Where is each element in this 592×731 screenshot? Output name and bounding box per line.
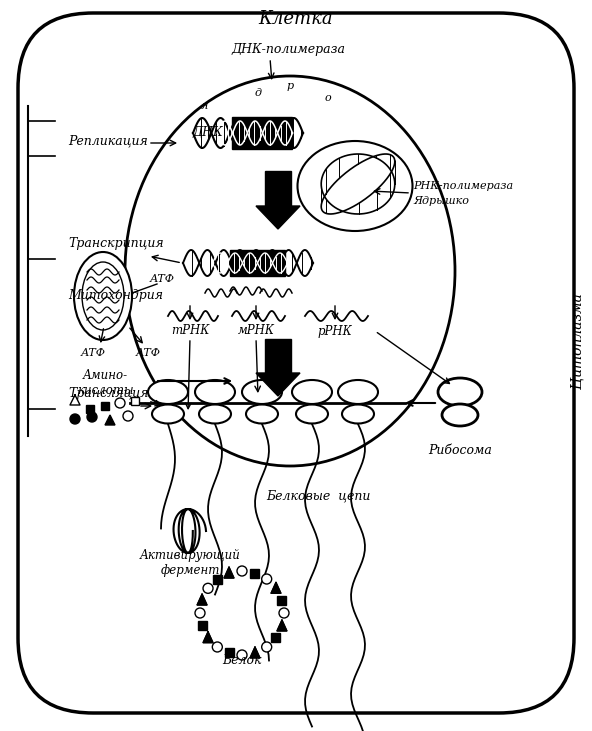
Ellipse shape xyxy=(342,404,374,423)
Polygon shape xyxy=(250,647,260,658)
Text: Репликация: Репликация xyxy=(68,135,148,148)
FancyBboxPatch shape xyxy=(18,13,574,713)
Text: рРНК: рРНК xyxy=(318,325,352,338)
Ellipse shape xyxy=(438,378,482,406)
Text: Рибосома: Рибосома xyxy=(428,444,492,458)
Circle shape xyxy=(203,583,213,594)
Bar xyxy=(131,397,139,405)
Bar xyxy=(198,621,207,630)
Circle shape xyxy=(70,414,80,424)
Text: р: р xyxy=(287,81,294,91)
Ellipse shape xyxy=(292,380,332,404)
Ellipse shape xyxy=(125,76,455,466)
Text: Транскрипция: Транскрипция xyxy=(68,238,163,251)
Ellipse shape xyxy=(82,262,124,330)
Polygon shape xyxy=(265,339,291,373)
Ellipse shape xyxy=(148,380,188,404)
Polygon shape xyxy=(197,594,207,605)
Text: ДНК-полимераза: ДНК-полимераза xyxy=(231,42,345,56)
Polygon shape xyxy=(277,620,287,631)
Polygon shape xyxy=(105,415,115,425)
Circle shape xyxy=(87,412,97,422)
Polygon shape xyxy=(256,206,300,229)
Text: Белок: Белок xyxy=(222,654,262,667)
Text: Трансляция: Трансляция xyxy=(68,387,149,400)
Ellipse shape xyxy=(152,404,184,423)
Bar xyxy=(213,575,222,583)
Bar xyxy=(272,633,281,643)
Text: Белковые  цепи: Белковые цепи xyxy=(266,490,370,502)
Circle shape xyxy=(262,642,272,652)
Ellipse shape xyxy=(442,404,478,426)
Ellipse shape xyxy=(242,380,282,404)
Text: д: д xyxy=(255,88,262,98)
Circle shape xyxy=(123,411,133,421)
Text: Амино-
кислоты: Амино- кислоты xyxy=(77,369,133,397)
Circle shape xyxy=(279,608,289,618)
Circle shape xyxy=(195,608,205,618)
Text: мРНК: мРНК xyxy=(237,325,275,338)
Ellipse shape xyxy=(338,380,378,404)
Polygon shape xyxy=(256,373,300,396)
Ellipse shape xyxy=(296,404,328,423)
Circle shape xyxy=(262,574,272,584)
Polygon shape xyxy=(265,171,291,206)
Bar xyxy=(230,250,285,276)
Bar xyxy=(278,596,287,605)
Circle shape xyxy=(115,398,125,408)
Ellipse shape xyxy=(74,252,132,340)
Polygon shape xyxy=(203,632,213,643)
Bar xyxy=(224,648,233,657)
Bar xyxy=(250,569,259,577)
Text: АТФ: АТФ xyxy=(136,348,160,358)
Text: РНК-полимераза: РНК-полимераза xyxy=(413,181,513,191)
Text: Ядрышко: Ядрышко xyxy=(413,196,469,206)
Bar xyxy=(86,405,94,413)
Circle shape xyxy=(237,650,247,660)
Circle shape xyxy=(213,642,223,652)
Text: о: о xyxy=(324,93,332,103)
Ellipse shape xyxy=(199,404,231,423)
Text: Клетка: Клетка xyxy=(259,10,333,28)
Circle shape xyxy=(237,566,247,576)
Text: я: я xyxy=(201,101,209,111)
Text: Митохондрия: Митохондрия xyxy=(68,289,163,303)
Text: Цитоплазма: Цитоплазма xyxy=(571,293,585,389)
Polygon shape xyxy=(271,583,281,594)
Ellipse shape xyxy=(195,380,235,404)
Polygon shape xyxy=(224,567,234,578)
Text: тРНК: тРНК xyxy=(171,325,209,338)
Bar xyxy=(232,117,292,149)
Ellipse shape xyxy=(246,404,278,423)
Bar xyxy=(101,402,109,410)
Text: АТФ: АТФ xyxy=(150,274,175,284)
Text: ДНК: ДНК xyxy=(192,126,223,140)
Ellipse shape xyxy=(298,141,413,231)
Text: АТФ: АТФ xyxy=(81,348,105,358)
Text: Активирующий
фермент: Активирующий фермент xyxy=(140,549,240,577)
